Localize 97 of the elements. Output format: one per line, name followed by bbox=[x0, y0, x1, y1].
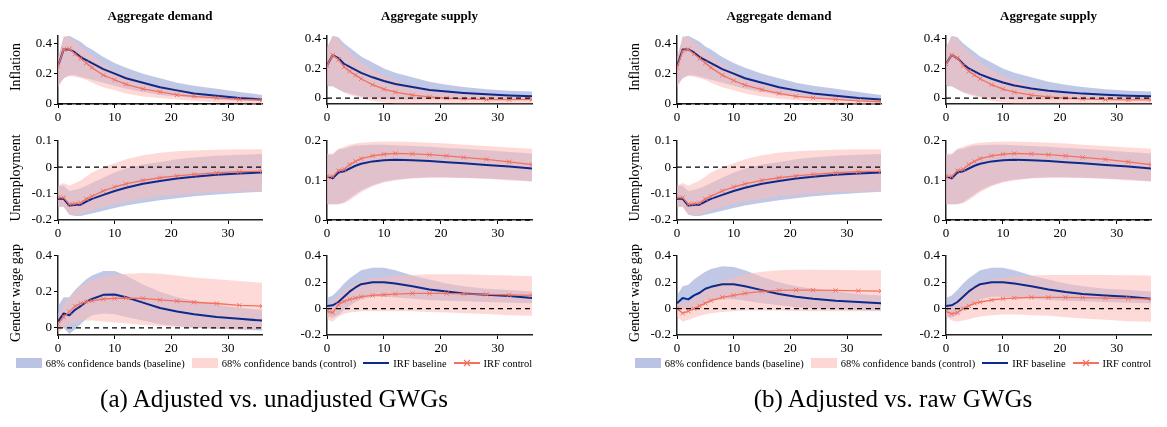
y-tick-label: 0.4 bbox=[654, 247, 672, 263]
y-axis-title: Inflation bbox=[627, 41, 643, 94]
x-tick-label: 20 bbox=[164, 340, 178, 356]
y-tick-label: 0.2 bbox=[35, 65, 52, 81]
y-tick-label: 0 bbox=[664, 95, 671, 111]
y-tick-label: -0.2 bbox=[919, 326, 940, 342]
y-tick-label: 0.1 bbox=[923, 171, 940, 187]
chart-title: Aggregate demand bbox=[725, 8, 833, 24]
x-tick-label: 20 bbox=[1053, 109, 1067, 125]
y-tick-label: 0 bbox=[314, 89, 321, 105]
y-tick-label: -0.1 bbox=[650, 185, 671, 201]
y-tick-label: 0.2 bbox=[923, 273, 940, 289]
y-axis-title: Unemployment bbox=[627, 132, 643, 224]
x-tick-label: 20 bbox=[434, 340, 448, 356]
x-tick-label: 10 bbox=[377, 109, 391, 125]
legend-label: IRF control bbox=[1102, 357, 1152, 369]
x-tick-label: 30 bbox=[221, 109, 235, 125]
x-tick-label: 30 bbox=[840, 225, 854, 241]
x-tick-label: 20 bbox=[783, 109, 797, 125]
y-tick-label: 0.1 bbox=[35, 132, 52, 148]
chart-title: Aggregate supply bbox=[999, 8, 1098, 24]
x-tick-label: 30 bbox=[491, 225, 505, 241]
y-tick-label: -0.2 bbox=[31, 211, 52, 227]
x-tick-label: 30 bbox=[840, 109, 854, 125]
legend-label: IRF baseline bbox=[393, 357, 447, 369]
y-tick-label: -0.1 bbox=[31, 185, 52, 201]
y-tick-label: -0.2 bbox=[650, 326, 671, 342]
x-tick-label: 10 bbox=[377, 340, 391, 356]
x-tick-label: 10 bbox=[727, 225, 741, 241]
y-tick-label: 0.4 bbox=[35, 247, 53, 263]
y-tick-label: 0 bbox=[664, 300, 671, 316]
y-tick-label: -0.2 bbox=[650, 211, 671, 227]
y-tick-label: 0.4 bbox=[304, 247, 322, 263]
y-tick-label: 0.2 bbox=[35, 283, 52, 299]
y-axis-title: Gender wage gap bbox=[627, 242, 643, 344]
legend-label: IRF control bbox=[483, 357, 533, 369]
x-tick-label: 10 bbox=[996, 225, 1010, 241]
x-tick-label: 20 bbox=[434, 109, 448, 125]
x-tick-label: 30 bbox=[1110, 225, 1124, 241]
x-tick-label: 10 bbox=[108, 225, 122, 241]
x-tick-label: 10 bbox=[996, 109, 1010, 125]
y-tick-label: 0 bbox=[933, 300, 940, 316]
legend-label: 68% confidence bands (control) bbox=[840, 357, 976, 369]
y-tick-label: 0.4 bbox=[35, 34, 53, 50]
x-tick-label: 10 bbox=[727, 109, 741, 125]
chart-title: Aggregate demand bbox=[106, 8, 214, 24]
y-tick-label: 0.2 bbox=[304, 132, 321, 148]
y-tick-label: 0.1 bbox=[304, 171, 321, 187]
y-tick-label: 0.2 bbox=[923, 132, 940, 148]
x-tick-label: 10 bbox=[108, 340, 122, 356]
y-tick-label: 0 bbox=[314, 211, 321, 227]
y-tick-label: 0 bbox=[45, 158, 52, 174]
x-tick-label: 20 bbox=[164, 225, 178, 241]
x-tick-label: 20 bbox=[783, 340, 797, 356]
x-tick-label: 30 bbox=[840, 340, 854, 356]
legend-label: 68% confidence bands (baseline) bbox=[664, 357, 804, 369]
y-tick-label: 0.1 bbox=[654, 132, 671, 148]
chart-title: Aggregate supply bbox=[380, 8, 479, 24]
y-axis-title: Gender wage gap bbox=[8, 242, 24, 344]
y-tick-label: 0 bbox=[314, 300, 321, 316]
y-tick-label: 0.2 bbox=[923, 59, 940, 75]
y-tick-label: 0 bbox=[933, 211, 940, 227]
legend-label: 68% confidence bands (baseline) bbox=[45, 357, 185, 369]
y-tick-label: 0 bbox=[45, 319, 52, 335]
y-tick-label: 0.4 bbox=[304, 30, 322, 46]
y-axis-title: Inflation bbox=[8, 41, 24, 94]
y-tick-label: 0.4 bbox=[654, 34, 672, 50]
legend-label: IRF baseline bbox=[1012, 357, 1066, 369]
y-tick-label: 0.2 bbox=[654, 273, 671, 289]
y-tick-label: 0.2 bbox=[304, 273, 321, 289]
x-tick-label: 30 bbox=[1110, 340, 1124, 356]
x-tick-label: 10 bbox=[727, 340, 741, 356]
x-tick-label: 10 bbox=[108, 109, 122, 125]
x-tick-label: 30 bbox=[491, 109, 505, 125]
y-tick-label: -0.2 bbox=[300, 326, 321, 342]
x-tick-label: 30 bbox=[491, 340, 505, 356]
x-tick-label: 30 bbox=[221, 225, 235, 241]
y-tick-label: 0 bbox=[45, 95, 52, 111]
y-axis-title: Unemployment bbox=[8, 132, 24, 224]
y-tick-label: 0.2 bbox=[654, 65, 671, 81]
x-tick-label: 20 bbox=[164, 109, 178, 125]
y-tick-label: 0.4 bbox=[923, 247, 941, 263]
text: (a) Adjusted vs. unadjusted GWGs bbox=[99, 385, 449, 413]
x-tick-label: 20 bbox=[783, 225, 797, 241]
y-tick-label: 0.4 bbox=[923, 30, 941, 46]
x-tick-label: 10 bbox=[377, 225, 391, 241]
x-tick-label: 10 bbox=[996, 340, 1010, 356]
x-tick-label: 20 bbox=[434, 225, 448, 241]
x-tick-label: 30 bbox=[221, 340, 235, 356]
legend-label: 68% confidence bands (control) bbox=[221, 357, 357, 369]
y-tick-label: 0 bbox=[664, 158, 671, 174]
y-tick-label: 0.2 bbox=[304, 59, 321, 75]
text: (b) Adjusted vs. raw GWGs bbox=[752, 385, 1034, 413]
x-tick-label: 20 bbox=[1053, 225, 1067, 241]
x-tick-label: 20 bbox=[1053, 340, 1067, 356]
y-tick-label: 0 bbox=[933, 89, 940, 105]
x-tick-label: 30 bbox=[1110, 109, 1124, 125]
